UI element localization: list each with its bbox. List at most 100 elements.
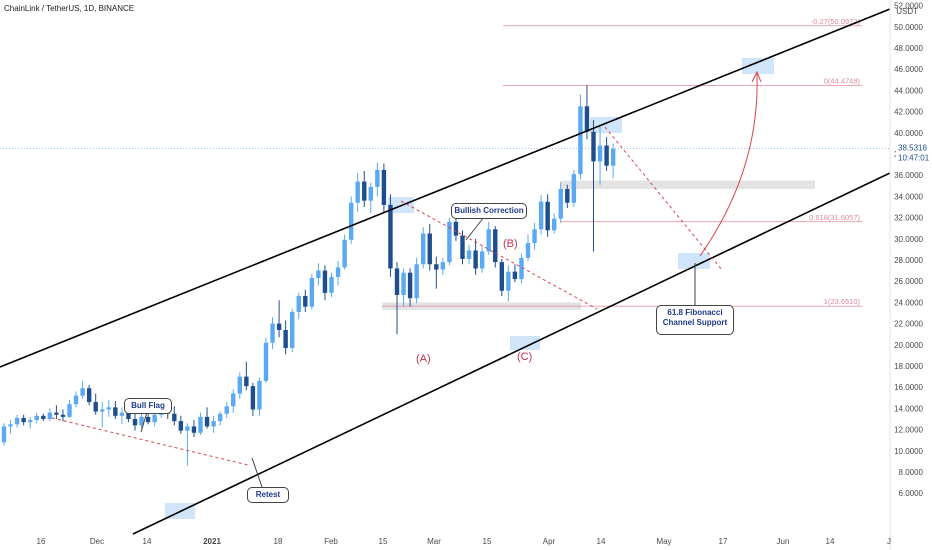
candle-body [263, 342, 269, 381]
y-tick-label: 28.0000 [894, 256, 923, 265]
candle-body [440, 262, 446, 270]
callout-fib-support: 61.8 Fibonacci Channel Support [656, 305, 734, 335]
axes: 52.0000 50.0000 48.0000 46.0000 44.0000 42.00… [37, 0, 932, 550]
candle-body [126, 412, 131, 419]
candle-body [244, 376, 249, 387]
chart-title: ChainLink / TetherUS, 1D, BINANCE [4, 4, 135, 13]
candle-body [34, 415, 39, 421]
x-tick-label: 14 [143, 537, 152, 546]
candle-body [60, 414, 66, 417]
callout-bull-flag: Bull Flag [124, 398, 172, 414]
candle-body [257, 380, 262, 410]
x-tick-label: 2021 [203, 537, 221, 546]
fibonacci-levels: -0.27(50.0972) 0(44.4748) 0.618(31.6057) 1(… [382, 17, 862, 307]
highlight-box [742, 58, 774, 74]
candle-body [67, 404, 72, 417]
candle-body [28, 420, 33, 423]
candle-body [322, 270, 328, 293]
candle-body [21, 417, 26, 423]
candle-body [466, 250, 472, 259]
callout-fib-support-line1: 61.8 Fibonacci [667, 308, 723, 317]
x-tick-label: 15 [379, 537, 388, 546]
x-tick-label: 16 [37, 537, 46, 546]
candle-body [113, 407, 118, 416]
candle-body [80, 388, 85, 396]
y-tick-label: 30.0000 [894, 235, 923, 244]
fib-level-label: 1(23.6510) [824, 297, 861, 306]
candle-body [375, 169, 380, 187]
y-tick-label: 46.0000 [894, 65, 923, 74]
candle-body [447, 221, 452, 263]
candle-body [283, 329, 288, 348]
projection-arc [699, 73, 758, 257]
callout-bullish-correction: Bullish Correction [451, 203, 527, 219]
candle-body [591, 131, 596, 162]
x-tick-label: 18 [274, 537, 283, 546]
candle-body [565, 188, 570, 203]
x-tick-label: 17 [719, 537, 728, 546]
candle-body [479, 251, 485, 269]
candle-body [250, 386, 256, 410]
y-tick-label: 6.0000 [899, 489, 924, 498]
candle-body [584, 106, 590, 132]
candle-body [558, 188, 563, 219]
lower-channel-line [132, 172, 891, 535]
y-tick-label: 44.0000 [894, 86, 923, 95]
candle-body [211, 421, 216, 427]
candle-body [368, 186, 373, 201]
x-tick-label: 15 [483, 537, 492, 546]
candle-body [532, 229, 537, 244]
candle-body [204, 416, 210, 427]
candle-body [86, 388, 92, 403]
candle-body [178, 421, 184, 431]
y-tick-label: 20.0000 [894, 341, 923, 350]
candle-body [335, 267, 341, 277]
candle-body [407, 272, 413, 299]
candle-body [394, 268, 400, 295]
candle-body [571, 174, 577, 203]
candle-body [47, 412, 53, 419]
candle-body [460, 235, 465, 259]
x-tick-label: J [887, 537, 891, 546]
candle-body [152, 414, 157, 423]
candle-body [185, 426, 190, 431]
support-zones [165, 58, 815, 519]
candle-body [473, 250, 478, 269]
x-tick-label: Jun [777, 537, 790, 546]
y-tick-label: 10.0000 [894, 447, 923, 456]
candle-body [8, 424, 13, 427]
candle-body [525, 243, 531, 258]
candle-body [100, 409, 105, 412]
candle-body [388, 204, 393, 269]
y-tick-label: 40.0000 [894, 129, 923, 138]
candle-body [519, 257, 524, 280]
wave-label-c: (C) [517, 351, 532, 363]
candle-body [270, 323, 275, 343]
current-price-tag [896, 142, 932, 165]
candle-body [217, 413, 223, 422]
y-tick-label: 50.0000 [894, 23, 923, 32]
bull-flag-pointer [140, 411, 148, 433]
correction-pointer [465, 216, 485, 241]
candle-body [493, 229, 498, 263]
x-tick-label: Feb [324, 537, 338, 546]
candle-body [329, 276, 334, 293]
y-tick-label: 48.0000 [894, 44, 923, 53]
fib-level-label: 0.618(31.6057) [809, 213, 860, 222]
candle-body [290, 311, 295, 348]
candle-body [231, 393, 236, 407]
y-tick-label: 24.0000 [894, 298, 923, 307]
y-tick-label: 18.0000 [894, 362, 923, 371]
candle-body [401, 272, 406, 295]
x-tick-label: Apr [543, 537, 556, 546]
candle-body [421, 233, 426, 265]
retest-pointer [251, 457, 263, 488]
candle-body [316, 270, 321, 279]
candle-body [172, 413, 177, 422]
candle-body [198, 416, 203, 433]
labels: (A) (B) (C) [416, 238, 532, 365]
candle-body [106, 407, 111, 410]
candle-body [434, 264, 439, 270]
y-tick-label: 36.0000 [894, 171, 923, 180]
